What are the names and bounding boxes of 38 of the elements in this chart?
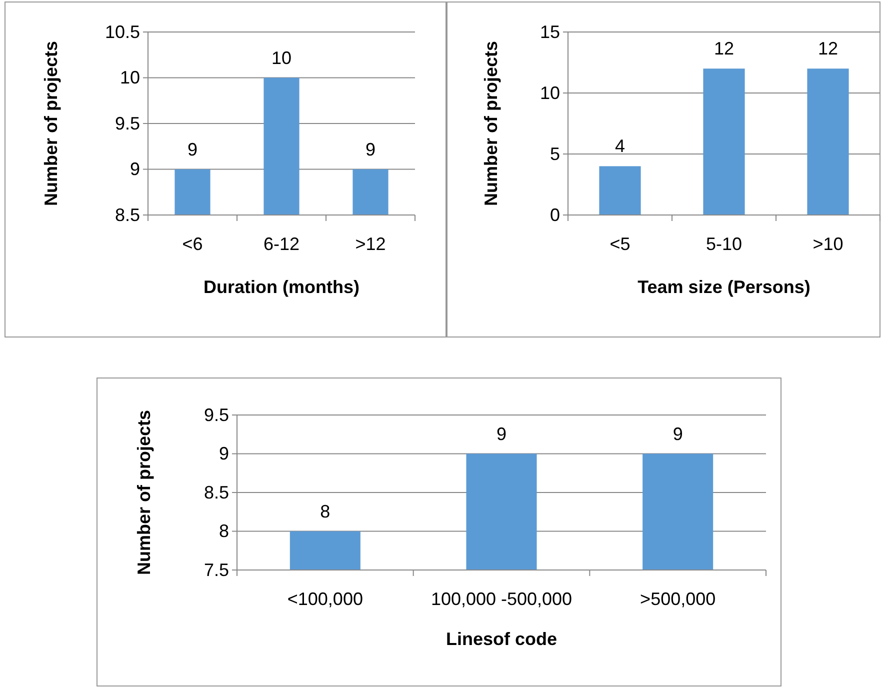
y-tick-label: 7.5 [204, 560, 229, 580]
y-tick-label: 8.5 [114, 204, 140, 225]
x-tick-label: >10 [812, 234, 844, 254]
data-label: 12 [714, 38, 734, 59]
x-tick-label: >500,000 [640, 588, 716, 609]
data-label: 8 [320, 501, 330, 522]
data-label: 9 [672, 424, 683, 444]
x-axis-title: Team size (Persons) [638, 277, 810, 297]
x-tick-label: <5 [610, 234, 630, 254]
y-tick-label: 9 [218, 444, 229, 464]
y-axis-title: Number of projects [41, 40, 61, 206]
data-label: 9 [496, 424, 507, 444]
x-tick-label: 5-10 [706, 234, 742, 254]
y-axis-title: Number of projects [481, 40, 501, 206]
y-tick-label: 8 [218, 521, 229, 542]
y-tick-label: 8.5 [204, 482, 229, 502]
x-tick-label: >12 [355, 234, 386, 254]
x-tick-label: 6-12 [263, 234, 300, 254]
y-tick-label: 10 [540, 82, 560, 103]
y-tick-label: 9.5 [204, 404, 229, 425]
y-tick-label: 9 [130, 159, 140, 180]
y-tick-label: 5 [550, 144, 560, 164]
data-label: 10 [271, 48, 292, 68]
x-axis-title: Linesof code [446, 629, 558, 649]
y-tick-label: 0 [550, 204, 560, 225]
x-axis-title: Duration (months) [204, 277, 360, 297]
y-axis-title: Number of projects [134, 410, 154, 576]
x-tick-label: <100,000 [287, 588, 363, 609]
data-label: 9 [187, 139, 198, 160]
data-label: 12 [818, 38, 838, 59]
x-tick-label: 100,000 -500,000 [430, 588, 572, 609]
data-label: 9 [365, 139, 376, 160]
y-tick-label: 10.5 [104, 22, 140, 42]
y-tick-label: 9.5 [114, 113, 140, 134]
y-tick-label: 15 [540, 22, 560, 42]
data-label: 4 [614, 136, 626, 156]
y-tick-label: 10 [120, 68, 140, 88]
x-tick-label: <6 [182, 234, 203, 254]
